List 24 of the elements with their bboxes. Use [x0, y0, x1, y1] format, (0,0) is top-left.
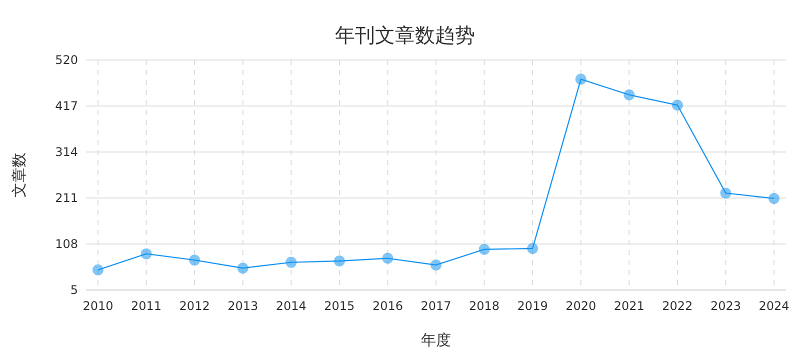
- y-tick: 108: [55, 237, 78, 251]
- y-tick: 314: [55, 145, 78, 159]
- x-tick: 2015: [324, 299, 355, 313]
- x-tick: 2018: [469, 299, 500, 313]
- xlabel: 年度: [421, 331, 451, 349]
- x-tick: 2020: [566, 299, 596, 313]
- x-tick: 2023: [710, 299, 741, 313]
- y-tick: 211: [55, 191, 78, 205]
- x-tick: 2016: [372, 299, 403, 313]
- x-tick: 2014: [276, 299, 306, 313]
- x-tick: 2017: [420, 299, 452, 313]
- y-tick: 5: [70, 283, 78, 297]
- y-tick: 520: [55, 53, 78, 67]
- x-tick: 2011: [131, 299, 162, 313]
- ylabel: 文章数: [10, 152, 28, 198]
- x-tick: 2021: [614, 299, 644, 313]
- title: 年刊文章数趋势: [335, 23, 475, 47]
- x-tick: 2010: [82, 299, 114, 313]
- x-tick: 2022: [662, 299, 693, 313]
- x-tick: 2024: [758, 299, 790, 313]
- y-tick: 417: [55, 99, 78, 113]
- x-tick: 2019: [517, 299, 548, 313]
- x-tick: 2012: [179, 299, 210, 313]
- x-tick: 2013: [228, 299, 258, 313]
